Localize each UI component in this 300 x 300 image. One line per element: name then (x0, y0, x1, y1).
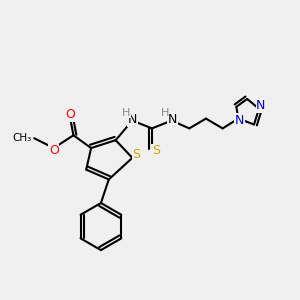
Text: O: O (66, 108, 75, 121)
Text: H: H (160, 108, 169, 118)
Text: N: N (168, 113, 177, 126)
Text: S: S (152, 145, 160, 158)
Text: N: N (256, 99, 266, 112)
Text: S: S (132, 148, 140, 161)
Text: O: O (49, 143, 59, 157)
Text: N: N (235, 114, 244, 127)
Text: H: H (122, 108, 130, 118)
Text: CH₃: CH₃ (12, 133, 31, 143)
Text: N: N (128, 113, 137, 126)
